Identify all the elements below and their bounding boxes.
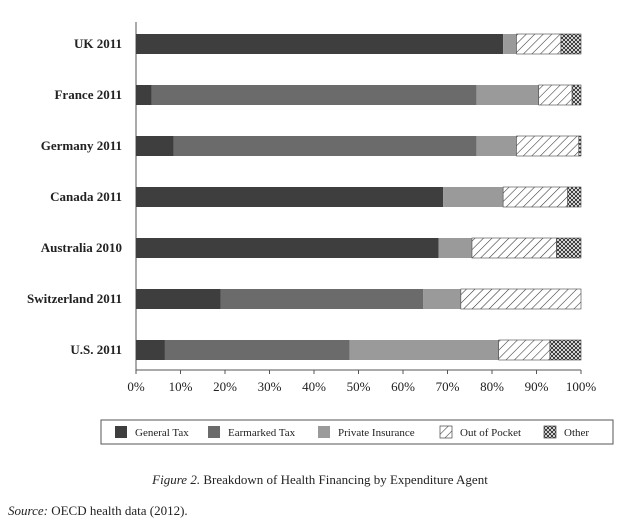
x-tick-label: 100% [566,379,597,394]
legend-swatch-general-tax [115,426,127,438]
figure-label: Figure 2. [152,472,201,487]
legend-label-private-insurance: Private Insurance [338,427,415,439]
x-tick-label: 60% [391,379,415,394]
figure-caption: Figure 2. Breakdown of Health Financing … [0,472,640,488]
x-tick-label: 50% [347,379,371,394]
legend: General Tax Earmarked Tax Private Insuranc… [100,419,614,445]
x-tick-label: 70% [436,379,460,394]
x-tick-label: 90% [525,379,549,394]
bar-general-tax [136,187,444,207]
x-tick-label: 80% [480,379,504,394]
legend-swatch-out-of-pocket [439,425,453,439]
category-label: U.S. 2011 [70,342,122,357]
bar-general-tax [136,340,165,360]
bar-private-insurance [476,136,517,156]
bar-earmarked-tax [164,340,350,360]
bar-private-insurance [443,187,504,207]
category-label: France 2011 [54,87,122,102]
source-note: Source: OECD health data (2012). [8,503,188,519]
x-tick-label: 0% [127,379,145,394]
bar-general-tax [136,136,174,156]
bar-out-of-pocket [516,33,562,55]
bar-other [567,186,582,208]
bar-earmarked-tax [151,85,477,105]
source-text: OECD health data (2012). [47,503,188,518]
bar-out-of-pocket [538,84,573,106]
bar-general-tax [136,34,504,54]
bar-out-of-pocket [502,186,568,208]
figure-title: Breakdown of Health Financing by Expendi… [200,472,488,487]
bar-private-insurance [423,289,461,309]
legend-label-other: Other [564,427,589,439]
x-tick-label: 30% [258,379,282,394]
category-label: Switzerland 2011 [27,291,122,306]
legend-label-general-tax: General Tax [135,427,189,439]
x-tick-label: 10% [169,379,193,394]
legend-label-out-of-pocket: Out of Pocket [460,427,521,439]
legend-swatch-other [543,425,557,439]
legend-box [100,419,614,445]
bar-other [560,33,582,55]
bar-private-insurance [438,238,472,258]
bar-earmarked-tax [220,289,424,309]
legend-swatch-earmarked-tax [208,426,220,438]
bar-out-of-pocket [498,339,551,361]
bar-other [549,339,582,361]
category-label: UK 2011 [74,36,122,51]
category-label: Germany 2011 [41,138,122,153]
bar-other [571,84,582,106]
category-label: Canada 2011 [50,189,122,204]
legend-label-earmarked-tax: Earmarked Tax [228,427,296,439]
bar-other [578,135,582,157]
plot-area: 0% 10% 20% 30% 40% 50% 60% 70% 80% 90% 100% UK 2011… [27,22,596,394]
bar-out-of-pocket [471,237,557,259]
category-label: Australia 2010 [41,240,122,255]
bar-general-tax [136,289,221,309]
bar-out-of-pocket [516,135,580,157]
bar-other [556,237,582,259]
legend-swatch-private-insurance [318,426,330,438]
bar-general-tax [136,238,439,258]
source-label: Source: [8,503,48,518]
x-tick-label: 20% [213,379,237,394]
x-tick-label: 40% [302,379,326,394]
bar-general-tax [136,85,152,105]
bar-private-insurance [503,34,517,54]
bar-earmarked-tax [173,136,477,156]
bar-out-of-pocket [460,288,582,310]
stacked-bar-chart: 0% 10% 20% 30% 40% 50% 60% 70% 80% 90% 100% UK 2011… [27,22,614,445]
bar-private-insurance [349,340,499,360]
bar-private-insurance [476,85,539,105]
